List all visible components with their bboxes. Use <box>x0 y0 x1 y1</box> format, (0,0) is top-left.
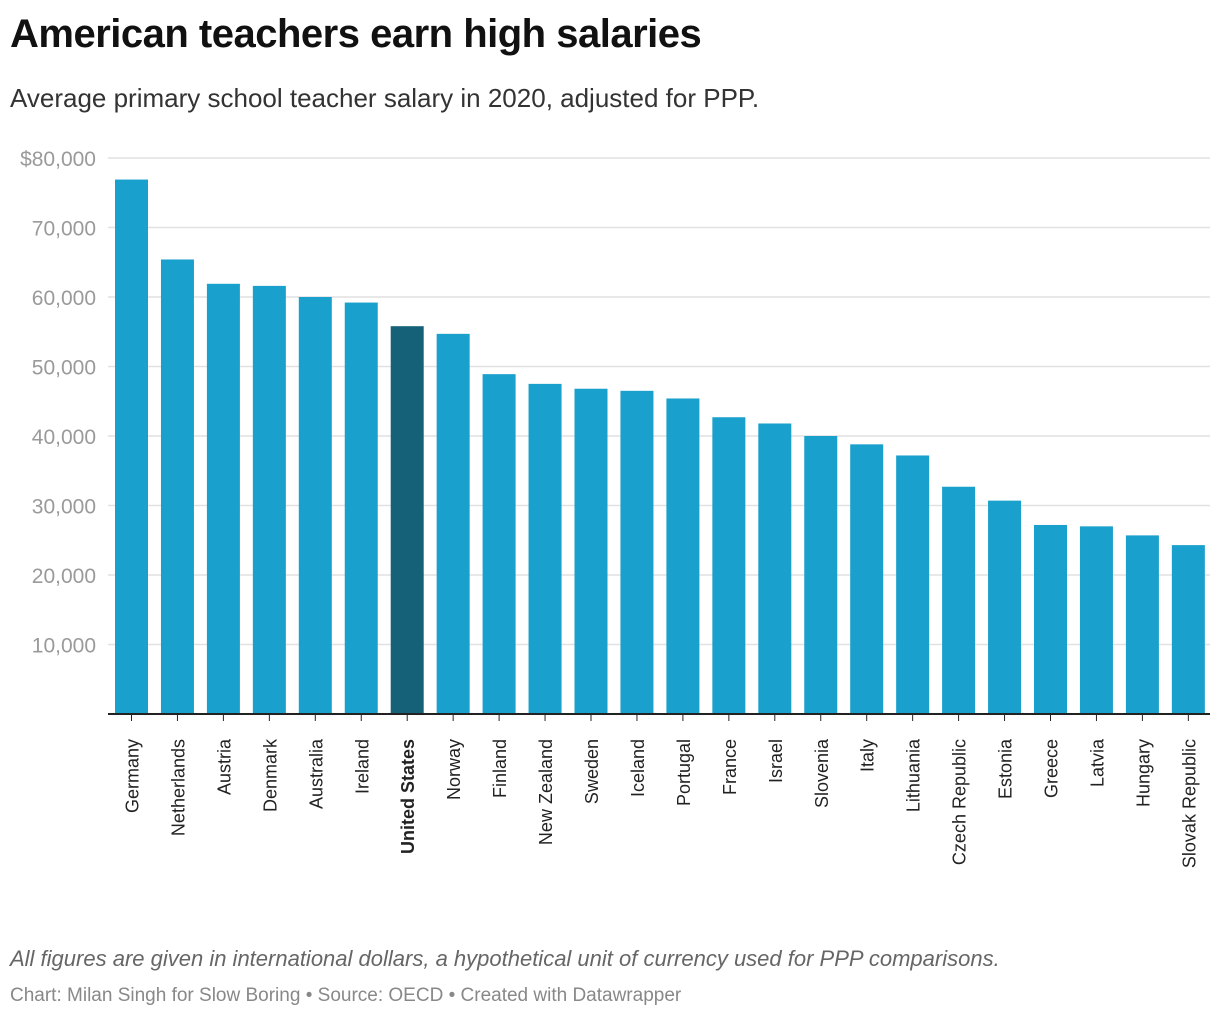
credit-separator: • <box>443 985 461 1006</box>
x-tick-label: Israel <box>766 739 786 783</box>
x-tick-label: Czech Republic <box>950 739 970 865</box>
x-tick-label: Ireland <box>352 739 372 794</box>
credits: Chart: Milan Singh for Slow Boring • Sou… <box>10 985 681 1007</box>
bar-norway <box>436 333 470 714</box>
x-tick-label: France <box>720 739 740 795</box>
bar-latvia <box>1079 526 1113 714</box>
x-tick-label: Greece <box>1042 739 1062 798</box>
x-tick-label: Finland <box>490 739 510 798</box>
x-tick-label: Australia <box>306 738 326 809</box>
x-tick-label: Portugal <box>674 739 694 806</box>
credit-tool: Created with Datawrapper <box>460 985 682 1006</box>
bar-france <box>712 417 746 714</box>
bar-italy <box>850 444 884 714</box>
x-tick-label: Hungary <box>1133 739 1153 807</box>
bar-slovenia <box>804 436 838 714</box>
bar-greece <box>1034 524 1067 714</box>
bars <box>115 179 1205 715</box>
x-tick-label: Lithuania <box>904 738 924 812</box>
x-tick-label: Italy <box>858 739 878 772</box>
x-tick-label: Norway <box>444 739 464 800</box>
x-tick-label: United States <box>398 739 418 854</box>
bar-germany <box>115 179 148 715</box>
bar-netherlands <box>160 259 194 714</box>
y-tick-label: 60,000 <box>32 287 96 310</box>
bar-new-zealand <box>528 383 562 714</box>
y-tick-label: $80,000 <box>20 148 96 171</box>
footnote: All figures are given in international d… <box>10 946 1000 971</box>
y-tick-label: 70,000 <box>32 218 96 241</box>
x-axis-labels: Germany Netherlands Austria Denmark Australi… <box>123 714 1199 868</box>
bar-finland <box>482 374 516 714</box>
y-axis-ticks: 10,000 20,000 30,000 40,000 50,000 60,000 70,0… <box>20 148 96 658</box>
y-tick-label: 10,000 <box>32 635 96 658</box>
x-tick-label: Estonia <box>996 738 1016 799</box>
x-tick-label: Germany <box>123 739 143 813</box>
bar-australia <box>298 297 332 714</box>
x-tick-label: New Zealand <box>536 739 556 845</box>
credit-separator: • <box>300 985 318 1006</box>
bar-sweden <box>574 388 608 714</box>
bar-denmark <box>252 285 286 714</box>
gridlines <box>108 157 1210 646</box>
y-tick-label: 20,000 <box>32 565 96 588</box>
bar-lithuania <box>896 455 930 714</box>
x-tick-label: Austria <box>214 738 234 795</box>
y-tick-label: 30,000 <box>32 496 96 519</box>
x-tick-label: Latvia <box>1087 738 1107 787</box>
bar-slovak-republic <box>1171 545 1205 714</box>
bar-ireland <box>344 302 378 714</box>
bar-austria <box>206 283 240 714</box>
x-tick-label: Slovenia <box>812 738 832 808</box>
bar-united-states <box>390 326 424 714</box>
bar-portugal <box>666 398 700 714</box>
bar-estonia <box>988 500 1022 714</box>
x-tick-label: Iceland <box>628 739 648 797</box>
bar-israel <box>758 423 792 714</box>
chart-title: American teachers earn high salaries <box>10 12 702 56</box>
bar-hungary <box>1125 535 1159 714</box>
x-tick-label: Sweden <box>582 739 602 804</box>
bar-chart: 10,000 20,000 30,000 40,000 50,000 60,000 70,0… <box>20 148 1210 868</box>
x-tick-label: Denmark <box>260 738 280 812</box>
credit-source: Source: OECD <box>317 985 444 1006</box>
chart-subtitle: Average primary school teacher salary in… <box>10 83 760 113</box>
bar-czech-republic <box>942 486 976 714</box>
y-tick-label: 50,000 <box>32 357 96 380</box>
x-tick-label: Slovak Republic <box>1179 739 1199 868</box>
bar-iceland <box>620 390 654 714</box>
y-tick-label: 40,000 <box>32 426 96 449</box>
credit-chart: Chart: Milan Singh for Slow Boring <box>10 985 301 1006</box>
x-tick-label: Netherlands <box>168 739 188 836</box>
